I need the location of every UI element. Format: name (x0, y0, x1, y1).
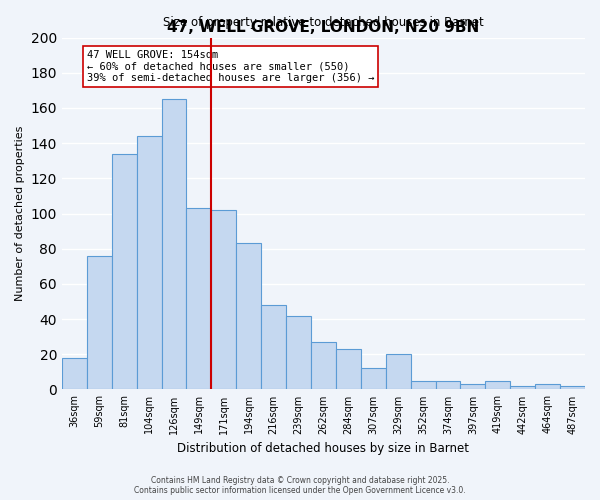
Bar (286, 316, 311, 390)
Bar (460, 384, 485, 390)
Bar (187, 208, 211, 390)
Bar (261, 305, 286, 390)
Bar (485, 380, 510, 390)
Bar (336, 349, 361, 390)
Bar (436, 380, 460, 390)
Bar (87, 256, 112, 390)
Y-axis label: Number of detached properties: Number of detached properties (15, 126, 25, 301)
Bar (236, 244, 261, 390)
Text: Size of property relative to detached houses in Barnet: Size of property relative to detached ho… (163, 16, 484, 29)
X-axis label: Distribution of detached houses by size in Barnet: Distribution of detached houses by size … (178, 442, 469, 455)
Bar (112, 154, 137, 390)
Bar (161, 99, 187, 390)
Title: 47, WELL GROVE, LONDON, N20 9BN: 47, WELL GROVE, LONDON, N20 9BN (167, 20, 479, 35)
Bar (535, 384, 560, 390)
Bar (137, 136, 161, 390)
Bar (62, 358, 87, 390)
Text: 47 WELL GROVE: 154sqm
← 60% of detached houses are smaller (550)
39% of semi-det: 47 WELL GROVE: 154sqm ← 60% of detached … (87, 50, 374, 83)
Text: Contains HM Land Registry data © Crown copyright and database right 2025.
Contai: Contains HM Land Registry data © Crown c… (134, 476, 466, 495)
Bar (560, 386, 585, 390)
Bar (311, 342, 336, 390)
Bar (211, 210, 236, 390)
Bar (386, 354, 410, 390)
Bar (510, 386, 535, 390)
Bar (361, 368, 386, 390)
Bar (410, 380, 436, 390)
